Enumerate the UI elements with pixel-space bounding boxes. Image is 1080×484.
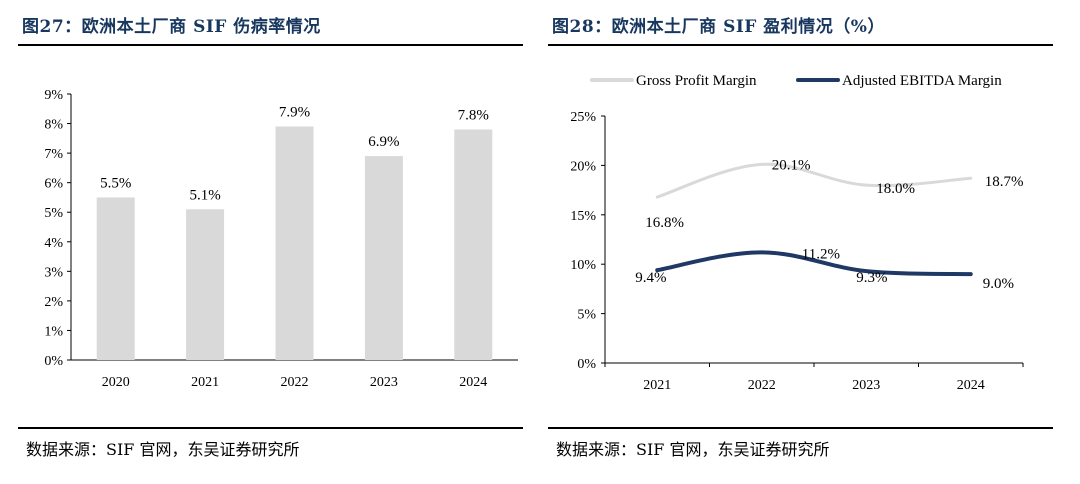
y-tick-label: 9% — [44, 88, 63, 103]
bar — [186, 209, 225, 360]
y-tick-label: 10% — [570, 258, 596, 273]
figure-28-title: 图28：欧洲本土厂商 SIF 盈利情况（%） — [552, 17, 885, 37]
bar-data-label: 7.9% — [279, 105, 310, 121]
x-tick-label: 2024 — [459, 375, 487, 390]
figure-28-source: 数据来源：SIF 官网，东吴证券研究所 — [556, 440, 830, 459]
figure-27-top-rule — [18, 44, 523, 46]
line-data-label: 9.3% — [856, 270, 887, 286]
y-tick-label: 6% — [44, 177, 63, 192]
y-tick-label: 15% — [570, 209, 596, 224]
y-tick-label: 8% — [44, 118, 63, 133]
y-tick-label: 1% — [44, 324, 63, 339]
y-tick-label: 0% — [577, 357, 596, 372]
y-tick-label: 3% — [44, 265, 63, 280]
y-tick-label: 25% — [570, 110, 596, 125]
figure-28-bottom-rule — [548, 427, 1053, 429]
line-chart: Gross Profit Margin Adjusted EBITDA Margi… — [570, 73, 1024, 393]
bar — [275, 126, 314, 360]
bar — [96, 197, 135, 360]
legend-label: Adjusted EBITDA Margin — [842, 73, 1002, 89]
x-tick-label: 2022 — [281, 375, 309, 390]
x-tick-label: 2022 — [748, 378, 776, 393]
line-data-label: 11.2% — [802, 246, 840, 262]
line-data-label: 18.0% — [876, 181, 915, 197]
line-data-label: 9.0% — [983, 276, 1014, 292]
figure-27-source: 数据来源：SIF 官网，东吴证券研究所 — [26, 440, 300, 459]
bar-data-label: 7.8% — [458, 107, 489, 123]
bar — [454, 129, 493, 360]
y-tick-label: 4% — [44, 236, 63, 251]
x-tick-label: 2021 — [643, 378, 671, 393]
line-data-label: 9.4% — [635, 270, 666, 286]
y-tick-label: 2% — [44, 295, 63, 310]
series-line — [655, 250, 973, 277]
x-tick-label: 2020 — [102, 375, 130, 390]
bar-chart: 0% 1% 2% 3% 4% 5% 6% 7% 8% 9% 5.5% 2020 5.1% 2021 7.9%… — [44, 88, 518, 390]
line-data-label: 20.1% — [772, 157, 811, 173]
bar-data-label: 5.1% — [189, 187, 220, 203]
line-data-label: 18.7% — [985, 174, 1024, 190]
figure-27-panel: 图27：欧洲本土厂商 SIF 伤病率情况 0% 1% 2% 3% 4% 5% 6% 7% 8% 9… — [18, 0, 523, 484]
bar-data-label: 6.9% — [368, 134, 399, 150]
bar — [364, 156, 403, 360]
figure-27-bottom-rule — [18, 427, 523, 429]
y-tick-label: 5% — [44, 206, 63, 221]
x-tick-label: 2023 — [370, 375, 398, 390]
figure-28-top-rule — [548, 44, 1053, 46]
y-tick-label: 0% — [44, 354, 63, 369]
series-line — [655, 162, 973, 199]
x-tick-label: 2024 — [957, 378, 985, 393]
x-tick-label: 2021 — [191, 375, 219, 390]
y-tick-label: 5% — [577, 308, 596, 323]
legend-label: Gross Profit Margin — [636, 73, 757, 89]
y-tick-label: 7% — [44, 147, 63, 162]
figure-28-panel: 图28：欧洲本土厂商 SIF 盈利情况（%） Gross Profit Marg… — [548, 0, 1053, 484]
line-data-label: 16.8% — [645, 215, 684, 231]
y-tick-label: 20% — [570, 159, 596, 174]
x-tick-label: 2023 — [852, 378, 880, 393]
bar-data-label: 5.5% — [100, 175, 131, 191]
figure-27-title: 图27：欧洲本土厂商 SIF 伤病率情况 — [22, 17, 321, 37]
